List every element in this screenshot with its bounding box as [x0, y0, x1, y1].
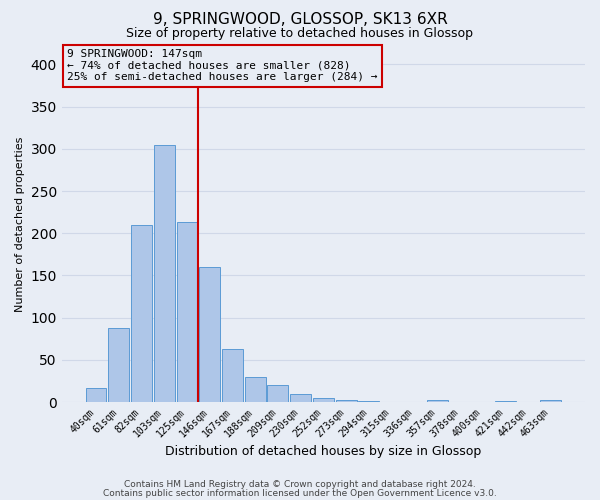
Bar — [541, 400, 561, 402]
Bar — [199, 267, 220, 402]
Bar — [131, 225, 152, 402]
Bar — [495, 401, 516, 402]
Text: Contains HM Land Registry data © Crown copyright and database right 2024.: Contains HM Land Registry data © Crown c… — [124, 480, 476, 489]
Text: 9 SPRINGWOOD: 147sqm
← 74% of detached houses are smaller (828)
25% of semi-deta: 9 SPRINGWOOD: 147sqm ← 74% of detached h… — [67, 50, 377, 82]
X-axis label: Distribution of detached houses by size in Glossop: Distribution of detached houses by size … — [165, 444, 482, 458]
Bar — [245, 377, 266, 402]
Bar — [427, 400, 448, 402]
Text: 9, SPRINGWOOD, GLOSSOP, SK13 6XR: 9, SPRINGWOOD, GLOSSOP, SK13 6XR — [152, 12, 448, 28]
Bar — [109, 328, 129, 402]
Bar — [86, 388, 106, 402]
Bar — [154, 144, 175, 402]
Bar — [290, 394, 311, 402]
Bar — [222, 349, 243, 402]
Bar — [176, 222, 197, 402]
Text: Size of property relative to detached houses in Glossop: Size of property relative to detached ho… — [127, 28, 473, 40]
Bar — [335, 400, 356, 402]
Bar — [358, 401, 379, 402]
Bar — [268, 385, 289, 402]
Y-axis label: Number of detached properties: Number of detached properties — [15, 137, 25, 312]
Bar — [313, 398, 334, 402]
Text: Contains public sector information licensed under the Open Government Licence v3: Contains public sector information licen… — [103, 488, 497, 498]
